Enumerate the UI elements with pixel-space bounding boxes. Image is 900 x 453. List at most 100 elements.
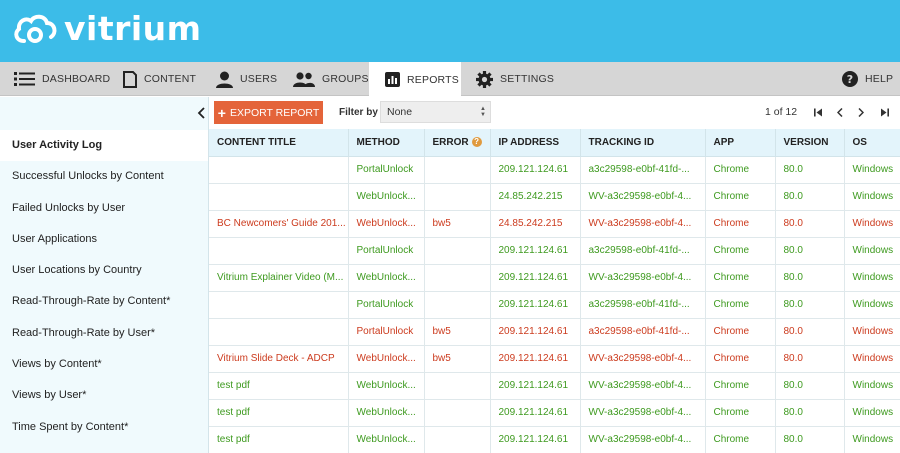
table-body: PortalUnlock 209.121.124.61 a3c29598-e0bf-… — [209, 156, 900, 453]
help-icon[interactable]: ? — [471, 137, 482, 148]
filter-select[interactable]: None ▲ ▼ — [380, 101, 491, 123]
select-arrows-icon: ▲ ▼ — [480, 106, 486, 118]
cell-os: Windows — [844, 426, 900, 453]
cell-method: WebUnlock... — [348, 183, 425, 211]
table-row[interactable]: test pdf WebUnlock... 209.121.124.61 WV-a3c… — [209, 399, 900, 427]
cell-version: 80.0 — [775, 210, 845, 238]
cell-error — [424, 237, 491, 265]
group-icon — [293, 71, 315, 87]
sidebar-item-views-user[interactable]: Views by User* — [12, 389, 87, 402]
sidebar-item-views-content[interactable]: Views by Content* — [12, 358, 102, 371]
cell-ip-address: 209.121.124.61 — [490, 264, 581, 292]
cell-ip-address: 209.121.124.61 — [490, 399, 581, 427]
column-header-tracking-id[interactable]: TRACKING ID — [580, 129, 706, 157]
cell-content-title — [209, 183, 349, 211]
activity-table: CONTENT TITLE METHOD ERROR? IP ADDRESS T… — [209, 129, 900, 453]
cell-content-title: BC Newcomers' Guide 201... — [209, 210, 349, 238]
column-header-method[interactable]: METHOD — [348, 129, 425, 157]
cell-os: Windows — [844, 318, 900, 346]
cell-error — [424, 291, 491, 319]
table-row[interactable]: test pdf WebUnlock... 209.121.124.61 WV-a3c… — [209, 372, 900, 400]
table-row[interactable]: test pdf WebUnlock... 209.121.124.61 WV-a3c… — [209, 426, 900, 453]
cell-os: Windows — [844, 237, 900, 265]
sidebar-item-successful-unlocks[interactable]: Successful Unlocks by Content — [12, 170, 164, 183]
cell-version: 80.0 — [775, 426, 845, 453]
cell-tracking-id: WV-a3c29598-e0bf-4... — [580, 372, 706, 400]
cell-version: 80.0 — [775, 264, 845, 292]
nav-label: SETTINGS — [500, 73, 555, 85]
cell-error: bw5 — [424, 210, 491, 238]
cell-ip-address: 209.121.124.61 — [490, 318, 581, 346]
cell-tracking-id: WV-a3c29598-e0bf-4... — [580, 210, 706, 238]
vitrium-logo[interactable]: vitrium — [12, 10, 202, 48]
table-row[interactable]: Vitrium Slide Deck - ADCP WebUnlock... bw5… — [209, 345, 900, 373]
cell-content-title: test pdf — [209, 426, 349, 453]
document-icon — [123, 70, 137, 88]
column-header-content-title[interactable]: CONTENT TITLE — [209, 129, 349, 157]
table-row[interactable]: Vitrium Explainer Video (M... WebUnlock..… — [209, 264, 900, 292]
svg-text:?: ? — [847, 73, 854, 86]
table-row[interactable]: WebUnlock... 24.85.242.215 WV-a3c29598-e0b… — [209, 183, 900, 211]
nav-groups[interactable]: GROUPS — [293, 62, 369, 96]
cell-method: PortalUnlock — [348, 318, 425, 346]
column-header-version[interactable]: VERSION — [775, 129, 845, 157]
nav-help[interactable]: ? HELP — [842, 62, 893, 96]
cell-method: WebUnlock... — [348, 264, 425, 292]
sidebar-item-rtr-user[interactable]: Read-Through-Rate by User* — [12, 326, 156, 339]
last-page-icon — [880, 108, 889, 116]
report-sidebar: User Activity Log Successful Unlocks by … — [0, 97, 209, 453]
user-icon — [216, 71, 233, 88]
nav-users[interactable]: USERS — [216, 62, 277, 96]
table-row[interactable]: BC Newcomers' Guide 201... WebUnlock... bw… — [209, 210, 900, 238]
cell-version: 80.0 — [775, 291, 845, 319]
export-label: EXPORT REPORT — [229, 106, 320, 119]
sidebar-item-failed-unlocks[interactable]: Failed Unlocks by User — [12, 201, 126, 214]
cell-tracking-id: a3c29598-e0bf-41fd-... — [580, 291, 706, 319]
export-report-button[interactable]: + EXPORT REPORT — [214, 101, 323, 124]
cell-tracking-id: a3c29598-e0bf-41fd-... — [580, 318, 706, 346]
last-page-button[interactable] — [877, 105, 891, 119]
table-row[interactable]: PortalUnlock bw5 209.121.124.61 a3c29598-e0… — [209, 318, 900, 346]
column-header-ip-address[interactable]: IP ADDRESS — [490, 129, 581, 157]
cell-content-title: test pdf — [209, 399, 349, 427]
nav-dashboard[interactable]: DASHBOARD — [14, 62, 110, 96]
cell-app: Chrome — [705, 426, 776, 453]
nav-reports[interactable]: REPORTS — [369, 62, 461, 97]
sidebar-item-rtr-content[interactable]: Read-Through-Rate by Content* — [12, 295, 171, 308]
table-row[interactable]: PortalUnlock 209.121.124.61 a3c29598-e0bf-… — [209, 237, 900, 265]
cell-app: Chrome — [705, 237, 776, 265]
table-header-row: CONTENT TITLE METHOD ERROR? IP ADDRESS T… — [209, 129, 900, 157]
filter-label: Filter by — [339, 107, 378, 118]
cell-os: Windows — [844, 291, 900, 319]
column-header-app[interactable]: APP — [705, 129, 776, 157]
sidebar-item-user-applications[interactable]: User Applications — [12, 232, 97, 245]
cell-error — [424, 264, 491, 292]
sidebar-item-user-activity-log[interactable]: User Activity Log — [0, 130, 208, 162]
sidebar-item-time-spent[interactable]: Time Spent by Content* — [12, 420, 129, 433]
cell-app: Chrome — [705, 372, 776, 400]
cell-ip-address: 209.121.124.61 — [490, 372, 581, 400]
collapse-sidebar-button[interactable] — [195, 105, 207, 121]
nav-settings[interactable]: SETTINGS — [476, 62, 554, 96]
table-row[interactable]: PortalUnlock 209.121.124.61 a3c29598-e0bf-… — [209, 156, 900, 184]
cell-os: Windows — [844, 399, 900, 427]
cell-ip-address: 209.121.124.61 — [490, 426, 581, 453]
nav-content[interactable]: CONTENT — [123, 62, 196, 96]
table-row[interactable]: PortalUnlock 209.121.124.61 a3c29598-e0bf-… — [209, 291, 900, 319]
cell-tracking-id: WV-a3c29598-e0bf-4... — [580, 183, 706, 211]
cell-method: WebUnlock... — [348, 345, 425, 373]
next-page-button[interactable] — [854, 105, 868, 119]
cell-os: Windows — [844, 372, 900, 400]
cell-error — [424, 156, 491, 184]
cloud-logo-icon — [14, 14, 57, 43]
cell-app: Chrome — [705, 156, 776, 184]
chevron-left-icon — [837, 107, 843, 117]
cell-error — [424, 426, 491, 453]
cell-os: Windows — [844, 210, 900, 238]
cell-version: 80.0 — [775, 318, 845, 346]
column-header-os[interactable]: OS — [844, 129, 900, 157]
sidebar-item-user-locations[interactable]: User Locations by Country — [12, 264, 142, 277]
first-page-button[interactable] — [811, 105, 825, 119]
prev-page-button[interactable] — [833, 105, 847, 119]
column-header-error[interactable]: ERROR? — [424, 129, 491, 157]
